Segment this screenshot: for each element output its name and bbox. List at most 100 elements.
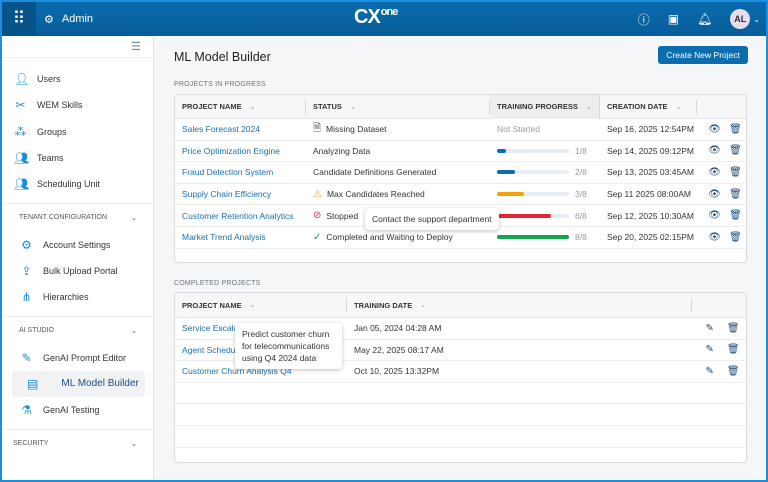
project-link[interactable]: Customer Retention Analytics: [182, 210, 294, 221]
progress-cell: 1/8: [490, 141, 600, 162]
project-link[interactable]: Fraud Detection System: [182, 167, 274, 178]
progress-fill: [497, 192, 524, 197]
sidebar-item-users[interactable]: 👤︎ Users: [14, 72, 61, 87]
sidebar-item-scheduling-unit[interactable]: 👥︎ Scheduling Unit: [14, 177, 101, 192]
creation-date: Sep 13, 2025 03:45AM: [607, 167, 694, 178]
table-row: Customer Churn Analysis Q4 Oct 10, 2025 …: [175, 361, 746, 383]
status-cell: ⊘ Stopped: [313, 210, 359, 222]
project-link[interactable]: Agent Schedul: [182, 344, 238, 355]
sidebar-item-groups[interactable]: ⁂ Groups: [14, 124, 67, 139]
project-link[interactable]: Market Trend Analysis: [182, 232, 266, 243]
eye-icon[interactable]: 👁︎: [708, 123, 721, 135]
status-cell: ✓ Completed and Waiting to Deploy: [313, 231, 453, 243]
progress-bar: [497, 148, 569, 153]
trash-icon[interactable]: 🗑︎: [729, 145, 742, 157]
flask-icon: ⚗: [21, 403, 32, 418]
status-tooltip: Contact the support department: [365, 208, 499, 230]
collapse-sidebar-icon[interactable]: ☰: [2, 36, 153, 58]
trash-icon[interactable]: 🗑︎: [729, 210, 742, 222]
trash-icon[interactable]: 🗑︎: [729, 166, 742, 178]
pencil-icon[interactable]: ✎: [705, 322, 714, 334]
completed-label: COMPLETED PROJECTS: [174, 280, 261, 287]
col-creation-date[interactable]: CREATION DATE ⌄: [600, 99, 697, 114]
progress-cell: 8/8: [490, 227, 600, 248]
project-link[interactable]: Sales Forecast 2024: [182, 124, 260, 135]
table-row: Market Trend Analysis ✓ Completed and Wai…: [175, 227, 746, 249]
chevron-down-icon: ⌄: [131, 327, 137, 335]
sidebar-item-hierarchies[interactable]: ⋔ Hierarchies: [21, 290, 89, 305]
training-date: May 22, 2025 08:17 AM: [354, 344, 444, 355]
col-status[interactable]: STATUS ⌄: [306, 99, 490, 114]
scheduling-icon: 👥︎: [14, 177, 30, 192]
project-link[interactable]: Service Escalat: [182, 323, 241, 334]
create-new-project-button[interactable]: Create New Project: [658, 46, 748, 64]
display-icon[interactable]: ▣: [667, 12, 680, 26]
table-row: Sales Forecast 2024 🗎 Missing Dataset Not…: [175, 119, 746, 141]
trash-icon[interactable]: 🗑︎: [729, 188, 742, 200]
sidebar-item-account-settings[interactable]: ⚙ Account Settings: [21, 237, 111, 252]
status-cell: 🗎 Missing Dataset: [306, 119, 490, 140]
eye-icon[interactable]: 👁︎: [708, 188, 721, 200]
col-project-name[interactable]: PROJECT NAME ⌄: [175, 298, 347, 312]
eye-icon[interactable]: 👁︎: [708, 210, 721, 222]
section-tenant-configuration[interactable]: TENANT CONFIGURATION ⌄: [2, 203, 153, 231]
document-icon: 🗎: [313, 122, 322, 134]
progress-cell: Not Started: [497, 124, 540, 135]
project-link[interactable]: Price Optimization Engine: [182, 145, 280, 156]
prompt-editor-icon: ✎: [21, 350, 32, 365]
user-icon: 👤︎: [14, 72, 30, 87]
trash-icon[interactable]: 🗑︎: [726, 344, 740, 356]
teams-icon: 👥︎: [14, 151, 30, 166]
eye-icon[interactable]: 👁︎: [708, 166, 721, 178]
col-training-date[interactable]: TRAINING DATE ⌄: [347, 298, 692, 312]
check-icon: ✓: [313, 231, 322, 243]
eye-icon[interactable]: 👁︎: [708, 231, 721, 243]
progress-bar: [497, 235, 569, 240]
table-row: Supply Chain Efficiency ⚠ Max Candidates …: [175, 184, 746, 206]
user-menu[interactable]: AL ⌄: [730, 9, 760, 29]
table-header: PROJECT NAME ⌄ TRAINING DATE ⌄: [175, 293, 746, 318]
app-launcher-icon[interactable]: ⠿: [2, 2, 36, 36]
creation-date: Sep 16, 2025 12:54PM: [607, 124, 694, 135]
hierarchy-icon: ⋔: [21, 290, 32, 305]
sidebar-item-teams[interactable]: 👥︎ Teams: [14, 151, 64, 166]
main-content: ML Model Builder Create New Project PROJ…: [154, 36, 766, 480]
sidebar-item-wem-skills[interactable]: ✂ WEM Skills: [15, 98, 83, 113]
bell-icon[interactable]: 🔔︎: [697, 12, 713, 26]
cxone-logo: CXone: [354, 6, 398, 28]
pencil-icon[interactable]: ✎: [705, 344, 714, 356]
progress-bar: [497, 170, 569, 175]
table-row: Service Escalat Jan 05, 2024 04:28 AM ✎ 🗑…: [175, 318, 746, 340]
sidebar-item-genai-prompt-editor[interactable]: ✎ GenAI Prompt Editor: [21, 350, 127, 365]
tools-icon: ✂: [15, 98, 26, 113]
groups-icon: ⁂: [14, 124, 27, 139]
eye-icon[interactable]: 👁︎: [708, 145, 721, 157]
description-tooltip: Predict customer churn for telecommunica…: [235, 323, 342, 369]
creation-date: Sep 11 2025 08:00AM: [607, 189, 691, 200]
section-ai-studio[interactable]: AI STUDIO ⌄: [2, 316, 153, 344]
upload-icon: ⇪: [21, 263, 32, 278]
trash-icon[interactable]: 🗑︎: [726, 322, 740, 334]
page-title: ML Model Builder: [174, 50, 271, 64]
trash-icon[interactable]: 🗑︎: [729, 123, 742, 135]
training-date: Oct 10, 2025 13:32PM: [354, 366, 440, 377]
sidebar-item-bulk-upload-portal[interactable]: ⇪ Bulk Upload Portal: [21, 263, 118, 278]
col-training-progress[interactable]: TRAINING PROGRESS ⌄: [490, 95, 600, 119]
sidebar-item-ml-model-builder[interactable]: ▤ ML Model Builder: [12, 370, 145, 397]
pencil-icon[interactable]: ✎: [705, 365, 714, 377]
col-project-name[interactable]: PROJECT NAME ⌄: [175, 99, 306, 114]
project-link[interactable]: Supply Chain Efficiency: [182, 189, 272, 200]
trash-icon[interactable]: 🗑︎: [726, 365, 740, 377]
table-row: Price Optimization Engine Analyzing Data…: [175, 141, 746, 163]
progress-fill: [497, 213, 551, 218]
trash-icon[interactable]: 🗑︎: [729, 231, 742, 243]
sidebar-item-genai-testing[interactable]: ⚗ GenAI Testing: [21, 403, 100, 418]
top-bar: ⠿ ⚙ Admin CXone ⓘ ▣ 🔔︎ AL ⌄: [2, 2, 766, 36]
progress-bar: [497, 213, 569, 218]
section-security[interactable]: SECURITY ⌄: [2, 429, 153, 457]
help-icon[interactable]: ⓘ: [637, 12, 650, 27]
progress-cell: 2/8: [490, 162, 600, 183]
gear-icon: ⚙: [21, 237, 32, 252]
project-link[interactable]: Customer Churn Analysis Q4: [182, 366, 292, 377]
training-date: Jan 05, 2024 04:28 AM: [354, 323, 442, 334]
